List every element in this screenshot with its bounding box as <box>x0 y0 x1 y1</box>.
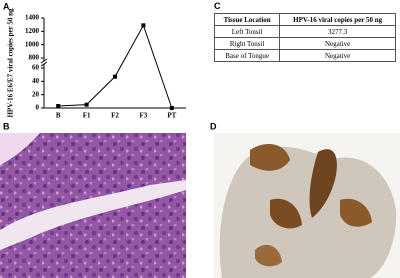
x-tick-label: F3 <box>140 112 148 120</box>
y-tick-label: 800 <box>29 54 40 62</box>
y-tick-label: 20 <box>32 90 40 98</box>
data-point <box>141 23 146 28</box>
table-cell: Negative <box>279 37 396 50</box>
data-point <box>56 104 61 108</box>
table-row: Left Tonsil 3277.3 <box>213 25 396 38</box>
panel-label: D <box>210 121 217 131</box>
copies-table: Tissue Location HPV-16 viral copies per … <box>213 13 396 62</box>
x-tick-label: B <box>56 112 61 120</box>
header-cell: HPV-16 viral copies per 50 ng <box>279 13 396 26</box>
table-cell: Negative <box>279 49 396 62</box>
data-point <box>169 106 174 110</box>
data-point <box>113 74 117 79</box>
y-tick-label: 60 <box>32 64 40 72</box>
table-cell: Right Tonsil <box>213 37 281 50</box>
data-point <box>84 102 89 107</box>
x-tick-label: F2 <box>111 112 119 120</box>
table-row: Base of Tongue Negative <box>213 49 396 62</box>
y-tick-label: 1000 <box>25 40 40 48</box>
table-cell: Left Tonsil <box>213 25 281 38</box>
y-axis-label: HPV-16 E6/E7 viral copies per 50 ng <box>7 8 15 118</box>
axis-break <box>40 58 48 64</box>
header-cell: Tissue Location <box>213 13 281 26</box>
y-tick-label: 1400 <box>25 14 40 22</box>
axis-break <box>40 61 48 67</box>
histology-image <box>0 133 186 278</box>
panel-label: C <box>214 1 221 11</box>
table-row: Right Tonsil Negative <box>213 37 396 50</box>
panel-label: A <box>3 1 10 11</box>
y-tick-label: 40 <box>32 77 40 85</box>
y-tick-label: 0 <box>36 104 40 112</box>
x-tick-label: F1 <box>83 112 91 120</box>
table-cell: 3277.3 <box>279 25 396 38</box>
ihc-image <box>214 133 400 278</box>
y-tick-label: 1200 <box>25 27 40 35</box>
panel-label: B <box>3 121 10 131</box>
table-cell: Base of Tongue <box>213 49 281 62</box>
x-tick-label: PT <box>167 112 176 120</box>
data-line <box>58 24 173 109</box>
